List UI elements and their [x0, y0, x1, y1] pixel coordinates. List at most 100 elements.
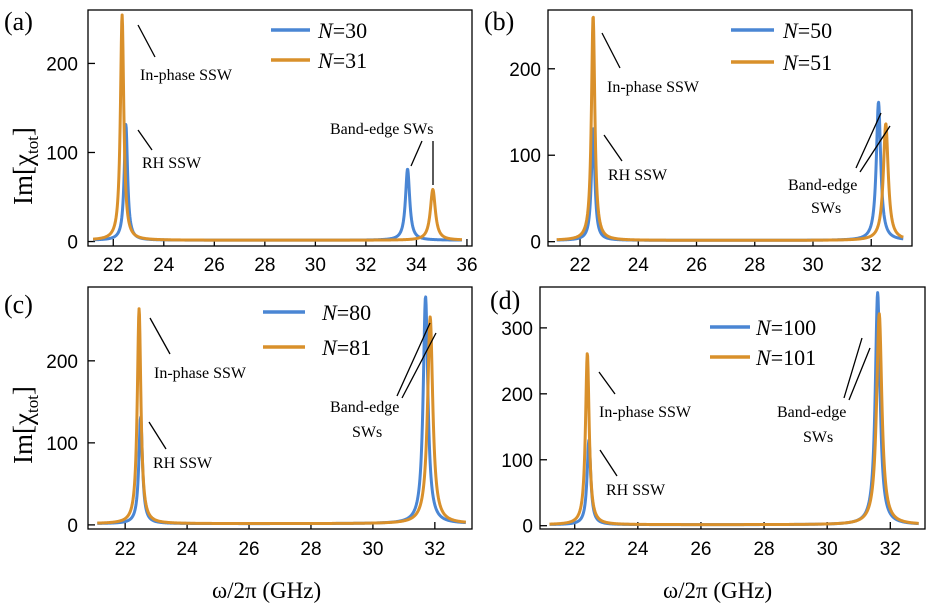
- legend-label-n101: N=101: [755, 345, 816, 370]
- y-tick-label: 0: [67, 516, 78, 537]
- x-axis-label-d: ω/2π (GHz): [663, 578, 772, 603]
- y-tick-label: 200: [509, 60, 541, 81]
- x-tick-label: 28: [744, 255, 765, 276]
- panel-label-a: (a): [4, 7, 33, 36]
- panel-c: (c) Im[χtot] 22 24 26 28 30 32 0 100 200 N=80 N=…: [4, 286, 473, 560]
- annotation-rh-ssw-d: RH SSW: [606, 482, 666, 499]
- arrow-in-phase-ssw-a: [137, 24, 156, 58]
- series-line-n101: [548, 312, 920, 527]
- arrow-in-phase-ssw-d: [598, 371, 616, 395]
- x-tick-label: 24: [153, 255, 175, 276]
- x-tick-label: 22: [103, 255, 124, 276]
- x-tick-label: 32: [861, 255, 882, 276]
- x-tick-label: 36: [456, 255, 477, 276]
- plot-frame: [87, 9, 473, 247]
- x-axis-label-c: ω/2π (GHz): [212, 578, 321, 603]
- y-tick-label: 100: [509, 146, 541, 167]
- plot-area-d: 22 24 26 28 30 32 0 100 200 300: [501, 286, 926, 560]
- annotation-band-edge-c-2: SWs: [352, 424, 382, 441]
- x-tick-label: 24: [177, 539, 199, 560]
- series-line-n81: [96, 307, 467, 526]
- annotation-rh-ssw-a: RH SSW: [142, 155, 202, 172]
- x-tick-label: 34: [406, 255, 428, 276]
- series-line-n31: [91, 13, 463, 242]
- x-tick-label: 26: [204, 255, 225, 276]
- x-tick-label: 30: [362, 539, 383, 560]
- plot-area-a: 22 24 26 28 30 32 34 36 0 100 200: [46, 9, 478, 276]
- plot-frame: [547, 9, 913, 247]
- panel-a: (a) Im[χtot] 22 24 26 28 30 32 34 36 0 100 200 N=3…: [4, 7, 478, 276]
- x-tick-label: 28: [753, 539, 774, 560]
- arrow-rh-ssw-b: [603, 134, 623, 162]
- x-tick-label: 30: [817, 539, 838, 560]
- x-tick-label: 22: [115, 539, 136, 560]
- x-tick-label: 24: [628, 255, 650, 276]
- series-line-n51: [555, 15, 905, 242]
- y-tick-label: 0: [530, 233, 541, 254]
- plot-frame: [539, 286, 926, 530]
- plot-frame: [87, 286, 473, 530]
- annotation-band-edge-d: Band-edge: [777, 404, 846, 421]
- legend-label-n30: N=30: [317, 18, 367, 43]
- annotation-band-edge-d-2: SWs: [803, 429, 833, 446]
- legend-label-n50: N=50: [782, 18, 832, 43]
- annotation-band-edge-a: Band-edge SWs: [330, 121, 434, 138]
- annotation-rh-ssw-b: RH SSW: [608, 167, 668, 184]
- legend-label-n81: N=81: [321, 335, 371, 360]
- x-tick-label: 28: [300, 539, 321, 560]
- arrow-band-edge-a-1: [410, 140, 423, 167]
- panel-label-d: (d): [490, 286, 520, 315]
- series-line-n30: [91, 123, 463, 242]
- annotation-in-phase-ssw-b: In-phase SSW: [607, 79, 700, 96]
- arrow-in-phase-ssw-c: [149, 317, 171, 355]
- annotation-in-phase-ssw-a: In-phase SSW: [140, 67, 233, 84]
- y-axis-label-a: Im[χtot]: [8, 127, 42, 205]
- x-tick-label: 22: [564, 539, 585, 560]
- arrow-band-edge-b-1: [855, 112, 882, 169]
- x-tick-label: 30: [305, 255, 326, 276]
- annotation-band-edge-b-2: SWs: [811, 200, 841, 217]
- y-tick-label: 100: [501, 451, 533, 472]
- arrow-band-edge-b-2: [859, 125, 891, 173]
- arrow-in-phase-ssw-b: [601, 32, 621, 69]
- x-tick-label: 32: [355, 255, 376, 276]
- arrow-rh-ssw-d: [599, 449, 618, 477]
- y-tick-label: 100: [46, 434, 78, 455]
- series-line-n80: [96, 295, 467, 526]
- y-tick-label: 100: [46, 143, 78, 164]
- arrow-band-edge-d-1: [843, 337, 863, 399]
- panel-label-c: (c): [4, 290, 33, 319]
- y-axis-label-c: Im[χtot]: [8, 386, 42, 464]
- x-tick-label: 32: [880, 539, 901, 560]
- plot-area-c: 22 24 26 28 30 32 0 100 200: [46, 286, 473, 560]
- y-tick-label: 300: [501, 319, 533, 340]
- y-tick-label: 200: [46, 352, 78, 373]
- y-tick-label: 200: [501, 385, 533, 406]
- annotation-rh-ssw-c: RH SSW: [153, 455, 213, 472]
- x-tick-label: 30: [802, 255, 823, 276]
- legend-label-n80: N=80: [321, 300, 371, 325]
- x-tick-label: 26: [238, 539, 259, 560]
- arrow-rh-ssw-c: [148, 421, 167, 450]
- x-tick-label: 22: [569, 255, 590, 276]
- y-tick-label: 200: [46, 54, 78, 75]
- plot-area-b: 22 24 26 28 30 32 0 100 200: [509, 9, 913, 276]
- x-tick-label: 28: [254, 255, 275, 276]
- annotation-band-edge-c: Band-edge: [330, 399, 399, 416]
- x-tick-label: 26: [690, 539, 711, 560]
- x-tick-label: 24: [627, 539, 649, 560]
- y-tick-label: 0: [522, 517, 533, 538]
- legend-label-n31: N=31: [317, 48, 367, 73]
- annotation-in-phase-ssw-c: In-phase SSW: [154, 365, 247, 382]
- y-tick-label: 0: [67, 233, 78, 254]
- x-tick-label: 26: [686, 255, 707, 276]
- panel-label-b: (b): [484, 7, 514, 36]
- arrow-rh-ssw-a: [137, 129, 153, 151]
- arrow-band-edge-d-2: [848, 347, 871, 401]
- legend-label-n51: N=51: [782, 50, 832, 75]
- legend-label-n100: N=100: [755, 315, 816, 340]
- panel-b: (b) 22 24 26 28 30 32 0 100 200 N=50 N=51 In-pha…: [484, 7, 913, 276]
- arrow-band-edge-c-2: [401, 332, 437, 399]
- panel-d: (d) 22 24 26 28 30 32 0 100 200 300 N=100 N=101 I…: [490, 286, 926, 560]
